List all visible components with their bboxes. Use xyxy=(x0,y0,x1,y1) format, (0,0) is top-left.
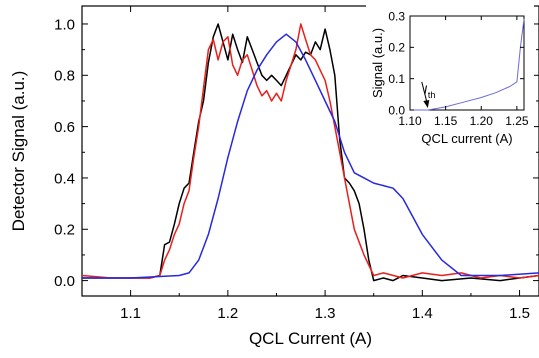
inset-plot-frame xyxy=(409,15,525,111)
main-y-tick-label: 0.4 xyxy=(54,170,75,187)
inset-x-ticks: 1.10 1.15 1.20 1.25 xyxy=(398,16,529,128)
inset-x-axis-label: QCL current (A) xyxy=(421,131,512,146)
main-y-ticks: 0.0 0.2 0.4 0.6 0.8 1.0 xyxy=(54,16,539,290)
main-plot-frame xyxy=(81,5,539,297)
main-y-tick-label: 0.8 xyxy=(54,68,75,85)
threshold-arrow-line xyxy=(421,81,428,103)
main-series-line-2 xyxy=(82,33,539,279)
main-y-axis-label: Detector Signal (a.u.) xyxy=(9,71,28,232)
inset-y-tick-label: 0.0 xyxy=(388,103,405,117)
main-x-tick-label: 1.5 xyxy=(509,305,530,322)
main-y-tick-label: 0.6 xyxy=(54,119,75,136)
inset-y-tick-label: 0.3 xyxy=(388,9,405,23)
inset-x-tick-label: 1.25 xyxy=(505,114,529,128)
threshold-annotation: I th xyxy=(421,81,436,108)
main-x-ticks: 1.1 1.2 1.3 1.4 1.5 xyxy=(81,6,530,322)
inset-chart: 1.10 1.15 1.20 1.25 0.0 0.1 0.2 0.3 QCL curren… xyxy=(366,4,534,152)
main-x-axis-label: QCL Current (A) xyxy=(249,329,372,348)
main-y-tick-label: 0.2 xyxy=(54,222,75,239)
main-x-tick-label: 1.1 xyxy=(120,305,141,322)
main-y-tick-label: 1.0 xyxy=(54,16,75,33)
threshold-label-subscript: th xyxy=(428,90,436,100)
main-series-line-1 xyxy=(81,23,539,279)
main-x-tick-label: 1.4 xyxy=(412,305,433,322)
main-chart: 1.1 1.2 1.3 1.4 1.5 0.0 0.2 0.4 0.6 0.8 1.0 QCL C… xyxy=(9,5,539,348)
inset-y-axis-label: Signal (a.u.) xyxy=(370,28,385,98)
main-x-tick-label: 1.2 xyxy=(217,305,238,322)
main-series-group xyxy=(81,23,539,282)
threshold-arrow-head xyxy=(423,100,430,108)
inset-y-tick-label: 0.1 xyxy=(388,72,405,86)
inset-y-ticks: 0.0 0.1 0.2 0.3 xyxy=(388,9,524,117)
inset-x-tick-label: 1.10 xyxy=(398,114,422,128)
main-x-tick-label: 1.3 xyxy=(315,305,336,322)
threshold-label: I xyxy=(424,83,428,97)
inset-series-group xyxy=(410,19,525,111)
inset-x-tick-label: 1.15 xyxy=(434,114,458,128)
inset-y-tick-label: 0.2 xyxy=(388,41,405,55)
inset-x-tick-label: 1.20 xyxy=(470,114,494,128)
inset-background xyxy=(366,4,534,152)
inset-series-line-0 xyxy=(410,19,525,111)
main-y-tick-label: 0.0 xyxy=(54,273,75,290)
